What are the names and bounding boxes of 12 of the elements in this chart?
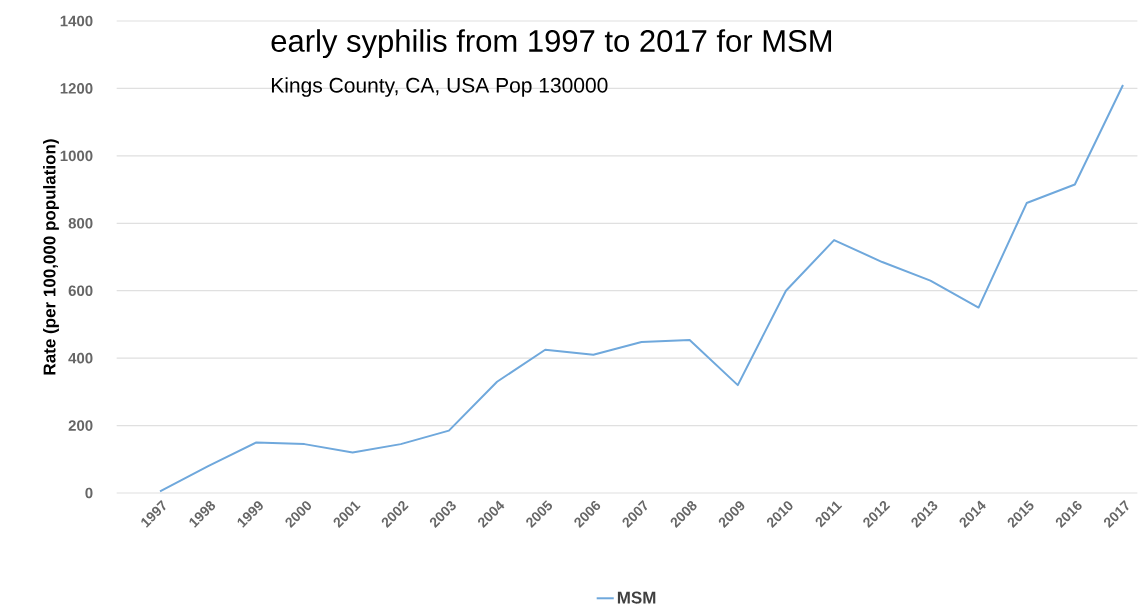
- text: Kings County, CA, USA Pop 130000: [271, 77, 608, 97]
- y-axis-title: Rate (per 100,000 population): [43, 139, 59, 375]
- y-tick-label: 0: [85, 487, 93, 499]
- legend-label: MSM: [617, 591, 656, 604]
- y-tick-label: 600: [68, 285, 93, 297]
- y-tick-label: 1400: [60, 15, 93, 27]
- y-tick-label: 1000: [60, 150, 93, 162]
- y-tick-label: 400: [68, 352, 93, 364]
- y-tick-label: 1200: [60, 83, 93, 94]
- y-tick-label: 800: [68, 217, 93, 229]
- chart-title: early syphilis from 1997 to 2017 for MSM: [271, 29, 832, 59]
- y-tick-label: 200: [68, 420, 93, 431]
